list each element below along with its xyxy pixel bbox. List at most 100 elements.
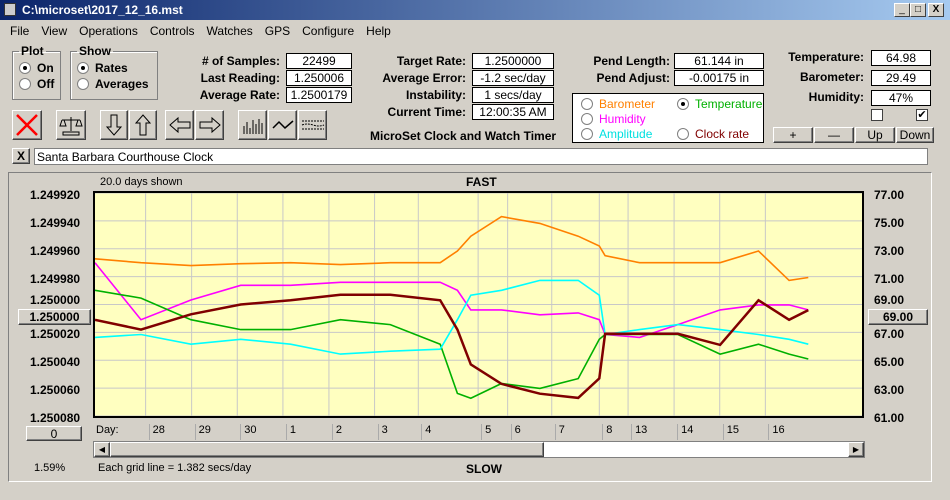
chart-svg <box>95 193 862 416</box>
scale-minus-button[interactable]: — <box>814 127 854 143</box>
instability-label: Instability: <box>405 88 466 102</box>
left-axis-tick: 1.250000 <box>30 293 81 307</box>
up-arrow-button[interactable] <box>129 110 157 140</box>
red-x-icon <box>16 114 38 136</box>
show-averages-radio[interactable]: Averages <box>77 76 151 92</box>
series-line-clock-rate <box>95 293 809 400</box>
window-title: C:\microset\2017_12_16.mst <box>22 3 183 17</box>
series-barometer-radio[interactable]: Barometer <box>581 96 655 112</box>
arrow-right-icon <box>199 116 221 134</box>
scales-icon <box>59 117 83 136</box>
series-humidity-radio[interactable]: Humidity <box>581 111 646 127</box>
slow-label: SLOW <box>466 462 502 476</box>
average-error-value: -1.2 sec/day <box>472 70 554 86</box>
scroll-right-arrow[interactable]: ▶ <box>848 442 864 457</box>
down-arrow-button[interactable] <box>100 110 128 140</box>
target-rate-label: Target Rate: <box>396 54 466 68</box>
show-group: Show Rates Averages <box>70 44 158 100</box>
menu-view[interactable]: View <box>41 24 68 38</box>
day-tick-label: 6 <box>510 424 521 440</box>
menu-help[interactable]: Help <box>366 24 391 38</box>
app-name: MicroSet Clock and Watch Timer <box>370 129 557 143</box>
bar-plot-button[interactable] <box>238 110 267 140</box>
day-tick-label: 15 <box>722 424 739 440</box>
right-arrow-button[interactable] <box>195 110 224 140</box>
grid-note: Each grid line = 1.382 secs/day <box>98 462 252 474</box>
current-time-label: Current Time: <box>387 105 466 119</box>
plot-on-radio[interactable]: On <box>19 60 54 76</box>
menu-operations[interactable]: Operations <box>79 24 138 38</box>
series-line-humidity <box>95 262 809 339</box>
arrow-left-icon <box>168 116 190 134</box>
samples-value: 22499 <box>286 53 352 69</box>
menu-gps[interactable]: GPS <box>264 24 291 38</box>
app-icon <box>4 3 16 16</box>
day-tick-label: 8 <box>602 424 612 440</box>
menu-controls[interactable]: Controls <box>149 24 195 38</box>
left-axis-tick: 1.249920 <box>30 188 81 202</box>
day-tick-label: 1 <box>285 424 296 440</box>
right-axis-tick: 77.00 <box>874 188 905 202</box>
menu-file[interactable]: File <box>10 24 30 38</box>
center-rate-button[interactable]: 1.250000 <box>18 309 91 325</box>
clear-name-button[interactable]: X <box>12 148 30 164</box>
scroll-left-arrow[interactable]: ◀ <box>94 442 110 457</box>
center-value-button[interactable]: 69.00 <box>868 309 928 325</box>
right-axis-tick: 67.00 <box>874 327 905 342</box>
left-arrow-button[interactable] <box>165 110 194 140</box>
series-line-barometer <box>95 215 809 282</box>
pend-length-label: Pend Length: <box>593 54 670 68</box>
instability-value: 1 secs/day <box>472 87 554 103</box>
day-tick-label: 4 <box>421 424 431 440</box>
left-axis-tick: 1.250060 <box>30 383 81 398</box>
plot-group: Plot On Off <box>12 44 62 100</box>
day-tick-label: 2 <box>331 424 342 440</box>
left-axis-tick: 1.249940 <box>30 215 81 230</box>
day-label: Day: <box>96 424 119 436</box>
zero-button[interactable]: 0 <box>26 426 82 441</box>
minimize-button[interactable]: _ <box>894 3 910 17</box>
day-tick-label: 13 <box>631 424 647 440</box>
average-rate-label: Average Rate: <box>199 88 280 102</box>
checkbox-1[interactable] <box>871 109 883 121</box>
right-axis-tick: 73.00 <box>874 243 905 258</box>
series-temperature-radio[interactable]: Temperature <box>677 96 762 112</box>
humidity-value: 47% <box>871 90 931 106</box>
maximize-button[interactable]: □ <box>910 3 926 17</box>
line-plot-button[interactable] <box>268 110 297 140</box>
balance-button[interactable] <box>56 110 86 140</box>
line-chart-icon <box>271 120 293 130</box>
wave-plot-button[interactable] <box>298 110 327 140</box>
horizontal-scrollbar[interactable]: ◀ ▶ <box>93 441 865 458</box>
average-error-label: Average Error: <box>382 71 466 85</box>
left-axis-tick: 1.250080 <box>30 411 81 425</box>
show-rates-radio[interactable]: Rates <box>77 60 151 76</box>
series-clock-rate-radio[interactable]: Clock rate <box>677 126 749 142</box>
menu-configure[interactable]: Configure <box>302 24 355 38</box>
day-tick-label: 16 <box>768 424 785 440</box>
plot-off-radio[interactable]: Off <box>19 76 54 92</box>
menu-watches[interactable]: Watches <box>206 24 253 38</box>
clock-name-input[interactable] <box>34 148 928 165</box>
left-axis-tick: 1.249980 <box>30 271 81 286</box>
bar-chart-icon <box>243 119 262 134</box>
scale-down-button[interactable]: Down <box>896 127 934 143</box>
scale-plus-button[interactable]: + <box>773 127 813 143</box>
delete-button[interactable] <box>12 110 42 140</box>
day-tick-label: 30 <box>240 424 257 440</box>
day-tick-label: 3 <box>377 424 388 440</box>
series-amplitude-radio[interactable]: Amplitude <box>581 126 652 142</box>
temperature-value: 64.98 <box>871 50 931 66</box>
series-line-temperature <box>95 289 809 400</box>
plot-area <box>93 191 864 418</box>
percent-label: 1.59% <box>34 462 66 474</box>
right-axis-tick: 69.00 <box>874 293 905 307</box>
scale-up-button[interactable]: Up <box>855 127 895 143</box>
checkbox-2[interactable]: ✔ <box>916 109 928 121</box>
days-shown-label: 20.0 days shown <box>100 176 183 188</box>
right-axis-tick: 63.00 <box>874 383 905 398</box>
scroll-thumb[interactable] <box>110 442 545 457</box>
left-axis-tick: 1.250020 <box>30 327 81 342</box>
close-button[interactable]: X <box>928 3 944 17</box>
average-rate-value: 1.2500179 <box>286 87 352 103</box>
